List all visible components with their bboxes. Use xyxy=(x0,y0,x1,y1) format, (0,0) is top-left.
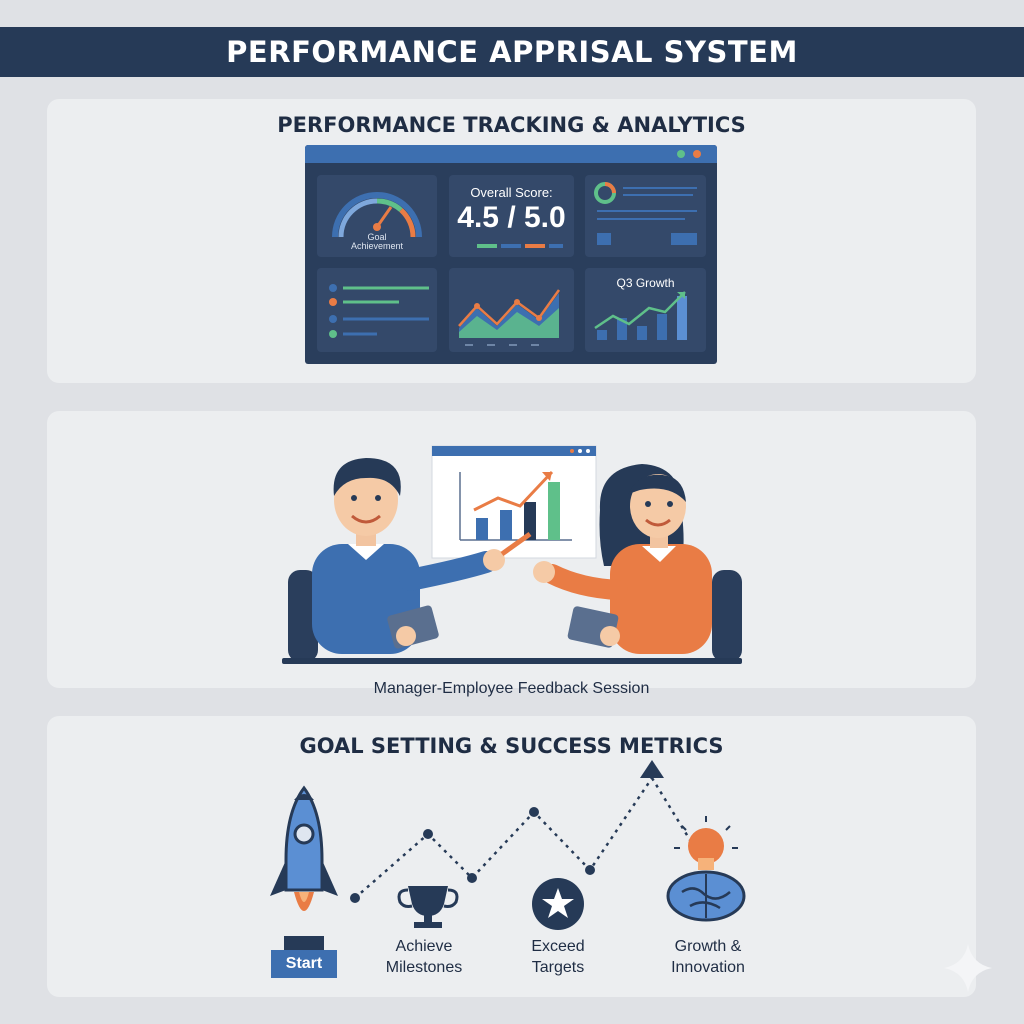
growth-line2: Innovation xyxy=(671,959,745,976)
report-icon xyxy=(594,182,697,245)
growth-card: Q3 Growth xyxy=(585,268,706,352)
report-card xyxy=(585,175,706,257)
window-dot-orange xyxy=(693,150,701,158)
analytics-dashboard: Goal Achievement Overall Score: 4.5 / 5.… xyxy=(305,145,717,364)
presentation-board xyxy=(431,445,597,559)
dashboard-titlebar xyxy=(305,145,717,163)
growth-innovation-label: Growth & Innovation xyxy=(656,936,760,978)
growth-line1: Growth & xyxy=(674,938,742,955)
sparkle-icon xyxy=(944,944,992,992)
gauge-label: Goal Achievement xyxy=(317,233,437,251)
manager-figure xyxy=(312,458,532,654)
brain-icon xyxy=(666,870,746,922)
header-banner: PERFORMANCE APPRISAL SYSTEM xyxy=(0,27,1024,77)
page-title: PERFORMANCE APPRISAL SYSTEM xyxy=(226,35,798,69)
milestones-line2: Milestones xyxy=(385,959,463,976)
gauge-label-line2: Achievement xyxy=(350,241,404,251)
milestones-line1: Achieve xyxy=(395,938,453,955)
gauge-label-line1: Goal xyxy=(367,232,387,242)
rocket-icon xyxy=(270,785,338,950)
targets-line1: Exceed xyxy=(531,938,585,955)
score-value: 4.5 / 5.0 xyxy=(457,201,566,234)
bar-chart-icon xyxy=(594,291,687,340)
gauge-icon xyxy=(332,192,422,238)
goals-title: GOAL SETTING & SUCCESS METRICS xyxy=(299,734,724,758)
feedback-caption: Manager-Employee Feedback Session xyxy=(373,680,650,697)
list-card xyxy=(317,268,437,352)
targets-line2: Targets xyxy=(531,959,585,976)
score-label: Overall Score: xyxy=(470,185,553,200)
tracking-title: PERFORMANCE TRACKING & ANALYTICS xyxy=(277,113,746,137)
gauge-card: Goal Achievement xyxy=(317,175,437,257)
employee-figure xyxy=(533,464,712,654)
lightbulb-icon xyxy=(674,816,738,870)
window-dot-green xyxy=(677,150,685,158)
milestones-label: Achieve Milestones xyxy=(372,936,476,978)
start-badge: Start xyxy=(271,950,337,978)
targets-label: Exceed Targets xyxy=(510,936,606,978)
feedback-illustration xyxy=(282,445,742,664)
growth-label: Q3 Growth xyxy=(616,276,675,290)
score-card: Overall Score: 4.5 / 5.0 xyxy=(449,175,574,257)
list-icon xyxy=(329,284,429,338)
area-chart-card xyxy=(449,268,574,352)
trophy-icon xyxy=(397,886,459,928)
goals-panel: GOAL SETTING & SUCCESS METRICS xyxy=(47,716,976,997)
star-icon xyxy=(532,878,584,930)
score-bars xyxy=(477,244,563,248)
arrow-head-icon xyxy=(640,760,664,778)
line-chart-icon xyxy=(458,289,561,346)
